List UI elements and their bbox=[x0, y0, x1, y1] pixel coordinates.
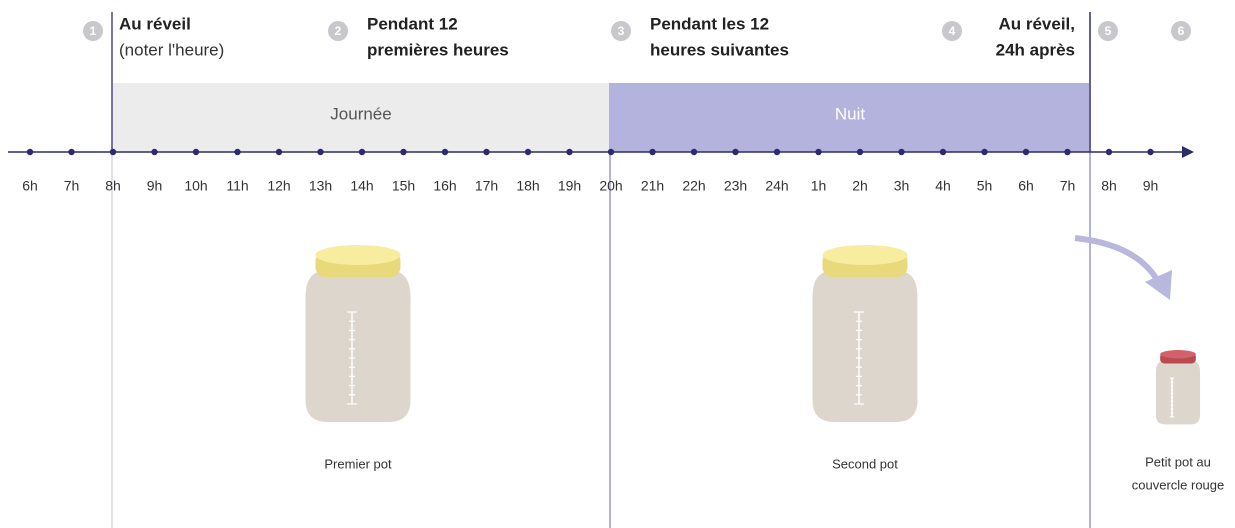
curved-arrow bbox=[1075, 238, 1160, 285]
step-text: 24h après bbox=[996, 40, 1075, 59]
hour-dot bbox=[608, 149, 614, 155]
hour-dot bbox=[27, 149, 33, 155]
step-text: Pendant 12 bbox=[367, 14, 458, 33]
jar-body bbox=[1156, 361, 1200, 424]
hour-dot bbox=[981, 149, 987, 155]
hour-label: 10h bbox=[184, 178, 207, 194]
hour-dot bbox=[442, 149, 448, 155]
step-text: heures suivantes bbox=[650, 40, 789, 59]
hour-label: 11h bbox=[226, 178, 248, 194]
hour-label: 23h bbox=[724, 178, 747, 194]
hour-dot bbox=[1147, 149, 1153, 155]
hour-dot bbox=[857, 149, 863, 155]
hour-dot bbox=[151, 149, 157, 155]
step-number: 4 bbox=[949, 24, 956, 38]
hour-dot bbox=[566, 149, 572, 155]
hour-label: 14h bbox=[350, 178, 373, 194]
hour-label: 12h bbox=[267, 178, 290, 194]
hour-dot bbox=[193, 149, 199, 155]
step-text: (noter l'heure) bbox=[119, 40, 224, 59]
jar-caption: couvercle rouge bbox=[1132, 477, 1225, 492]
hour-dot bbox=[898, 149, 904, 155]
hour-label: 5h bbox=[977, 178, 993, 194]
hour-label: 7h bbox=[1060, 178, 1076, 194]
hour-label: 9h bbox=[1143, 178, 1159, 194]
jar-caption: Second pot bbox=[832, 456, 898, 471]
hour-label: 21h bbox=[641, 178, 664, 194]
hour-label: 8h bbox=[105, 178, 121, 194]
hour-label: 13h bbox=[309, 178, 332, 194]
hour-label: 7h bbox=[64, 178, 80, 194]
hour-label: 20h bbox=[599, 178, 622, 194]
jar-caption: Petit pot au bbox=[1145, 454, 1211, 469]
hour-dot bbox=[68, 149, 74, 155]
hour-dot bbox=[276, 149, 282, 155]
hour-label: 8h bbox=[1101, 178, 1117, 194]
hour-dot bbox=[1064, 149, 1070, 155]
step-text: premières heures bbox=[367, 40, 509, 59]
hour-dot bbox=[525, 149, 531, 155]
hour-dot bbox=[774, 149, 780, 155]
hour-dot bbox=[1023, 149, 1029, 155]
hour-dot bbox=[234, 149, 240, 155]
band-label: Journée bbox=[330, 104, 391, 123]
band-label: Nuit bbox=[835, 104, 866, 123]
step-number: 5 bbox=[1105, 24, 1112, 38]
hour-dot bbox=[649, 149, 655, 155]
jar-lid-top bbox=[316, 245, 401, 265]
hour-label: 6h bbox=[22, 178, 38, 194]
step-text: Au réveil bbox=[119, 14, 191, 33]
hour-dot bbox=[691, 149, 697, 155]
curved-arrow-head bbox=[1145, 270, 1172, 300]
hour-dot bbox=[400, 149, 406, 155]
hour-label: 3h bbox=[894, 178, 910, 194]
hour-label: 4h bbox=[935, 178, 951, 194]
jar-body bbox=[813, 272, 918, 422]
jar-lid-top bbox=[823, 245, 908, 265]
step-number: 3 bbox=[618, 24, 625, 38]
hour-label: 2h bbox=[852, 178, 868, 194]
hour-dot bbox=[110, 149, 116, 155]
jar-lid-top bbox=[1160, 350, 1196, 358]
hour-label: 17h bbox=[475, 178, 498, 194]
hour-dot bbox=[815, 149, 821, 155]
jar-body bbox=[306, 272, 411, 422]
timeline-arrow bbox=[1182, 146, 1194, 158]
hour-label: 9h bbox=[147, 178, 163, 194]
hour-label: 24h bbox=[765, 178, 788, 194]
hour-dot bbox=[732, 149, 738, 155]
hour-label: 22h bbox=[682, 178, 705, 194]
hour-dot bbox=[317, 149, 323, 155]
hour-label: 1h bbox=[811, 178, 827, 194]
step-number: 1 bbox=[90, 24, 97, 38]
hour-label: 15h bbox=[392, 178, 415, 194]
hour-label: 18h bbox=[516, 178, 539, 194]
hour-dot bbox=[483, 149, 489, 155]
jar-caption: Premier pot bbox=[324, 456, 392, 471]
step-text: Pendant les 12 bbox=[650, 14, 769, 33]
diagram: 1 Au réveil (noter l'heure) 2 Pendant 12 prem… bbox=[0, 0, 1235, 528]
step-text: Au réveil, bbox=[998, 14, 1075, 33]
hour-dot bbox=[1106, 149, 1112, 155]
hour-dot bbox=[940, 149, 946, 155]
step-number: 2 bbox=[335, 24, 342, 38]
step-number: 6 bbox=[1178, 24, 1185, 38]
hour-dot bbox=[359, 149, 365, 155]
hour-label: 16h bbox=[433, 178, 456, 194]
hour-label: 6h bbox=[1018, 178, 1034, 194]
hour-label: 19h bbox=[558, 178, 581, 194]
